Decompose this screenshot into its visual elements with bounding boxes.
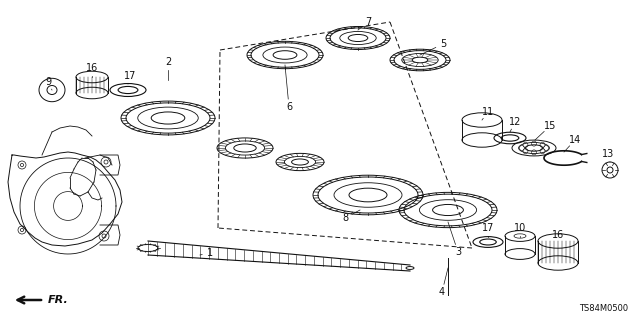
Text: 2: 2 — [165, 57, 171, 67]
Text: 12: 12 — [509, 117, 521, 127]
Text: 16: 16 — [552, 230, 564, 240]
Text: 7: 7 — [365, 17, 371, 27]
Text: 13: 13 — [602, 149, 614, 159]
Text: 1: 1 — [207, 248, 213, 258]
Text: FR.: FR. — [48, 295, 68, 305]
Text: 16: 16 — [86, 63, 98, 73]
Text: 10: 10 — [514, 223, 526, 233]
Text: 17: 17 — [482, 223, 494, 233]
Text: 15: 15 — [544, 121, 556, 131]
Text: 4: 4 — [439, 287, 445, 297]
Text: 11: 11 — [482, 107, 494, 117]
Text: 9: 9 — [45, 77, 51, 87]
Text: 6: 6 — [286, 102, 292, 112]
Text: 17: 17 — [124, 71, 136, 81]
Text: 14: 14 — [569, 135, 581, 145]
Text: TS84M0500: TS84M0500 — [579, 304, 628, 313]
Text: 8: 8 — [342, 213, 348, 223]
Text: 5: 5 — [440, 39, 446, 49]
Text: 3: 3 — [455, 247, 461, 257]
